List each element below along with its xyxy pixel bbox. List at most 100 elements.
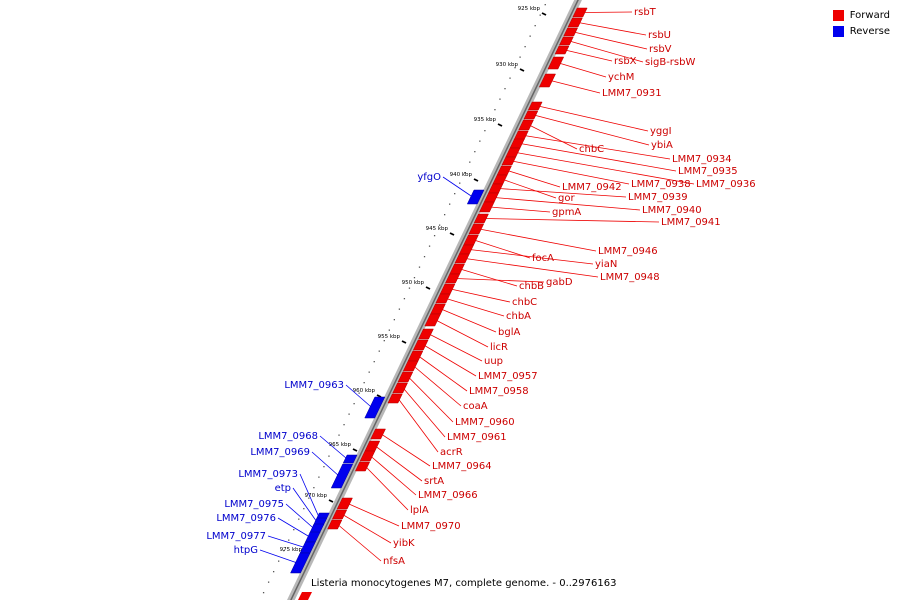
reverse-gene-arrow — [342, 454, 358, 464]
forward-gene-arrow — [563, 27, 578, 37]
leader-line — [311, 451, 340, 477]
gene-htpg — [290, 552, 311, 574]
forward-gene-arrow — [392, 382, 408, 394]
leader-line — [502, 179, 557, 199]
leader-line — [578, 22, 647, 36]
forward-gene-label: rsbU — [648, 30, 671, 41]
ruler-dot — [514, 67, 516, 69]
forward-gene-arrow — [523, 110, 539, 120]
ruler-dot — [378, 350, 380, 352]
forward-gene-arrow — [387, 393, 403, 404]
gene-sigb-rsbw — [559, 36, 574, 46]
forward-gene-label: bglA — [498, 327, 520, 338]
gene-nfsa — [327, 519, 343, 530]
ruler-dot — [353, 403, 355, 405]
ruler-dot — [288, 539, 290, 541]
leader-line — [408, 376, 454, 423]
leader-line — [402, 387, 446, 438]
leader-line — [440, 308, 497, 333]
ruler-dot — [454, 193, 456, 195]
forward-gene-arrow — [538, 73, 556, 88]
kbp-tick-label: 960 kbp — [353, 388, 376, 394]
gene-lmm7-0941 — [473, 213, 489, 224]
reverse-gene-label: LMM7_0976 — [216, 513, 276, 524]
ruler-dot — [298, 518, 300, 520]
legend-reverse-label: Reverse — [849, 25, 890, 37]
gene-acrr — [387, 393, 403, 404]
ruler-dot — [267, 581, 270, 583]
ruler-dot — [479, 140, 481, 142]
gene-lmm7-0968 — [342, 454, 358, 464]
kbp-tick-label: 940 kbp — [450, 172, 473, 178]
gene-rsbt — [572, 7, 588, 18]
forward-gene-label: LMM7_0941 — [661, 217, 721, 228]
gene-gabd — [445, 273, 461, 284]
gene-lmm7-0948 — [454, 253, 470, 264]
ruler-dot — [529, 35, 531, 37]
reverse-gene-arrow — [290, 552, 311, 574]
leader-line — [498, 188, 627, 198]
forward-gene-label: LMM7_0964 — [432, 461, 492, 472]
ruler-dot — [398, 308, 401, 310]
gene-yfgo — [466, 189, 485, 205]
legend-forward: Forward — [832, 8, 890, 22]
ruler-dot — [373, 361, 375, 363]
leader-line — [511, 160, 630, 185]
forward-gene-label: LMM7_0948 — [600, 272, 660, 283]
reverse-gene-label: yfgO — [417, 172, 441, 183]
ruler-dot — [459, 182, 461, 184]
ruler-dot — [272, 571, 275, 573]
kbp-tick-label: 955 kbp — [378, 334, 401, 340]
forward-gene-arrow — [397, 371, 414, 383]
leader-line — [435, 319, 489, 348]
ruler-dot — [469, 161, 471, 163]
gene-lmm7-0961 — [392, 382, 408, 394]
kbp-tick-mark — [425, 286, 431, 290]
forward-gene-label: LMM7_0961 — [447, 432, 507, 443]
gene-rsbu — [567, 17, 583, 28]
forward-swatch — [832, 9, 844, 21]
leader-line — [573, 31, 648, 50]
gene-ybia — [523, 110, 539, 120]
gene-lmm7-0957 — [412, 339, 429, 351]
leader-line — [285, 503, 315, 529]
ruler-dot — [499, 98, 501, 100]
reverse-gene-arrow — [466, 189, 485, 205]
kbp-tick-label: 930 kbp — [496, 62, 519, 68]
ruler-dot — [534, 25, 536, 27]
forward-gene-arrow — [418, 328, 434, 340]
leader-line — [583, 11, 633, 13]
ruler-dot — [438, 224, 441, 226]
ruler-dot — [464, 172, 466, 174]
leader-line — [520, 143, 677, 172]
ruler-dot — [323, 466, 325, 468]
gene-lmm7-0938 — [501, 156, 517, 166]
reverse-swatch — [832, 25, 844, 37]
forward-gene-label: sigB-rsbW — [645, 57, 695, 68]
leader-line — [465, 258, 599, 278]
leader-line — [347, 503, 400, 527]
leader-line — [337, 524, 382, 562]
forward-gene-label: coaA — [463, 401, 488, 412]
forward-gene-label: rsbX — [614, 56, 637, 67]
ruler-dot — [393, 319, 395, 321]
ruler-dot — [413, 277, 416, 279]
leader-line — [413, 365, 462, 407]
leader-lines — [259, 11, 695, 564]
leader-line — [397, 398, 439, 453]
ruler-dot — [403, 298, 406, 300]
leader-line — [345, 384, 373, 408]
forward-gene-label: LMM7_0931 — [602, 88, 662, 99]
gene-rsbv — [563, 27, 578, 37]
forward-gene-label: LMM7_0957 — [478, 371, 538, 382]
forward-gene-arrow — [435, 293, 451, 304]
leader-line — [418, 355, 468, 392]
ruler-dot — [328, 455, 330, 457]
ruler-dot — [368, 371, 370, 373]
forward-gene-label: chbC — [579, 144, 604, 155]
gene-lmm7-0964 — [370, 428, 386, 440]
forward-gene-arrow — [424, 313, 441, 327]
leader-line — [267, 535, 305, 548]
leader-line — [365, 466, 409, 511]
